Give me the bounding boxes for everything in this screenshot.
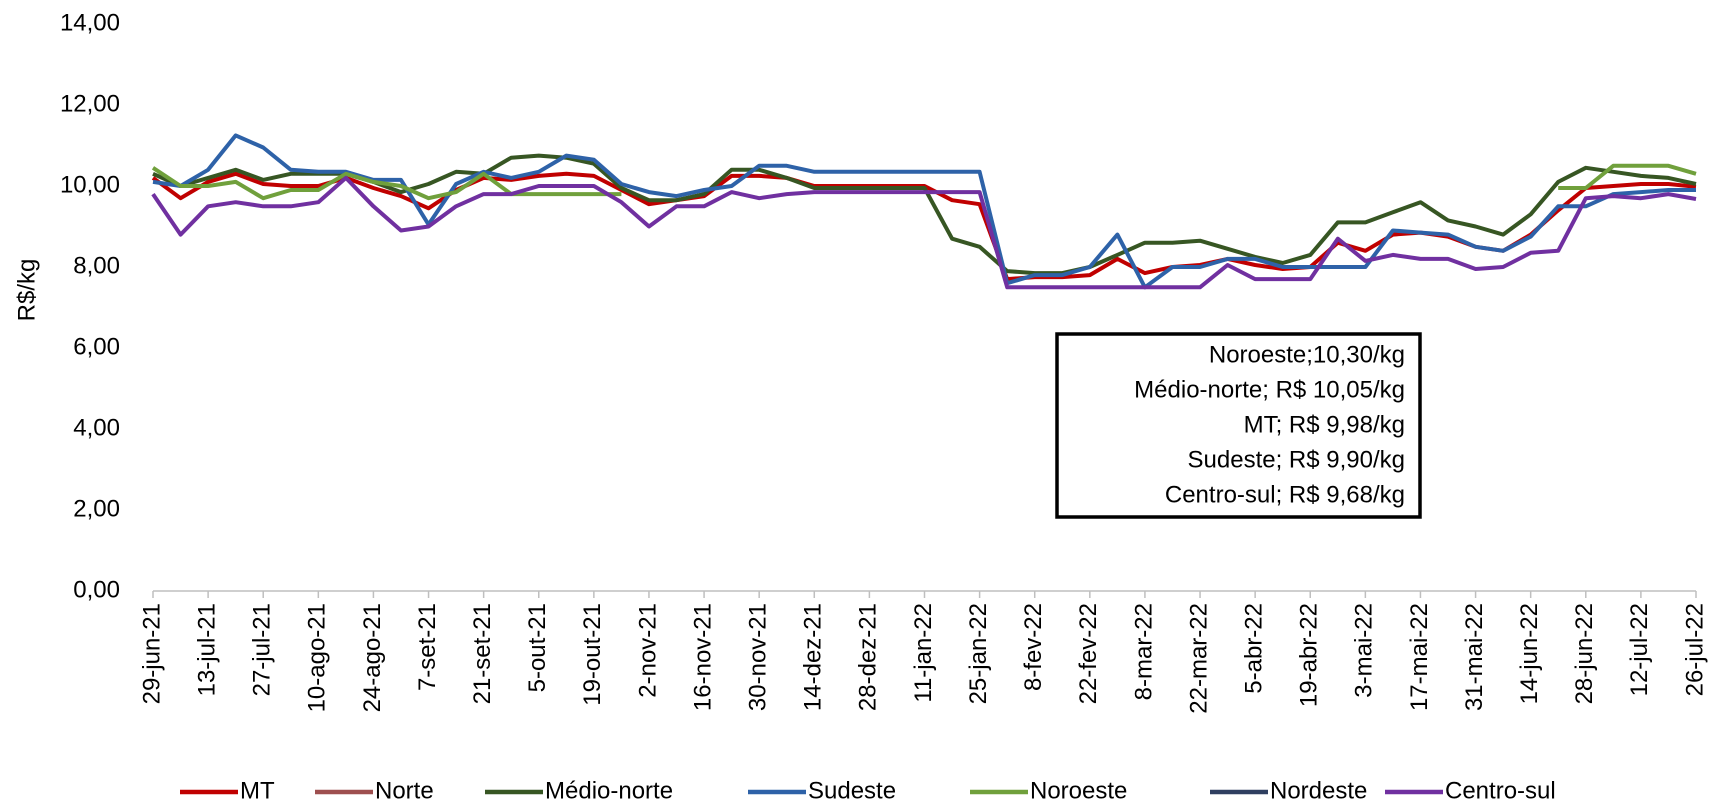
x-tick-label: 22-mar-22 — [1185, 603, 1212, 714]
x-tick-label: 12-jul-22 — [1626, 603, 1653, 696]
x-tick-label: 10-ago-21 — [304, 603, 331, 712]
x-tick-label: 5-out-21 — [524, 603, 551, 692]
y-tick-label: 8,00 — [73, 252, 120, 279]
x-tick-label: 16-nov-21 — [689, 603, 716, 711]
legend-label: Sudeste — [808, 777, 896, 804]
series-line — [151, 175, 1697, 290]
x-tick-label: 30-nov-21 — [745, 603, 772, 711]
x-tick-label: 28-jun-22 — [1571, 603, 1598, 704]
y-tick-label: 0,00 — [73, 576, 120, 603]
x-tick-label: 27-jul-21 — [249, 603, 276, 696]
series-line — [151, 163, 1697, 201]
x-tick-label: 29-jun-21 — [138, 603, 165, 704]
y-tick-label: 14,00 — [60, 9, 120, 36]
annotation-text: MT; R$ 9,98/kg — [1244, 411, 1405, 438]
x-tick-label: 22-fev-22 — [1075, 603, 1102, 704]
x-tick-label: 21-set-21 — [469, 603, 496, 704]
x-tick-label: 8-mar-22 — [1130, 603, 1157, 700]
annotation-frame — [1055, 332, 1422, 519]
y-axis-label: R$/kg — [13, 259, 40, 322]
x-tick-label: 14-jun-22 — [1516, 603, 1543, 704]
x-tick-label: 26-jul-22 — [1681, 603, 1708, 696]
annotation-box: Noroeste;10,30/kg Médio-norte; R$ 10,05/k… — [1055, 332, 1422, 519]
x-tick-label: 31-mai-22 — [1461, 603, 1488, 711]
y-tick-label: 6,00 — [73, 333, 120, 360]
legend-label: Médio-norte — [545, 777, 673, 804]
legend-label: Nordeste — [1270, 777, 1367, 804]
annotation-text: Centro-sul; R$ 9,68/kg — [1165, 481, 1405, 508]
x-tick-label: 7-set-21 — [414, 603, 441, 691]
legend-label: Norte — [375, 777, 434, 804]
x-tick-label: 2-nov-21 — [634, 603, 661, 698]
x-tick-label: 25-jan-22 — [965, 603, 992, 704]
x-tick-label: 5-abr-22 — [1240, 603, 1267, 694]
y-tick-label: 4,00 — [73, 414, 120, 441]
x-tick-label: 24-ago-21 — [359, 603, 386, 712]
x-tick-label: 28-dez-21 — [855, 603, 882, 711]
y-tick-label: 2,00 — [73, 495, 120, 522]
annotation-text: Noroeste;10,30/kg — [1209, 341, 1405, 368]
x-tick-label: 14-dez-21 — [800, 603, 827, 711]
legend-label: Noroeste — [1030, 777, 1127, 804]
annotation-text: Médio-norte; R$ 10,05/kg — [1134, 376, 1405, 403]
annotation-text: Sudeste; R$ 9,90/kg — [1188, 446, 1405, 473]
series-line — [152, 133, 1696, 290]
legend-label: MT — [240, 777, 275, 804]
x-tick-label: 19-out-21 — [579, 603, 606, 706]
y-tick-label: 10,00 — [60, 171, 120, 198]
x-tick-label: 17-mai-22 — [1406, 603, 1433, 711]
legend: MT Norte Médio-norte Sudeste Noroeste Nordest… — [180, 777, 1556, 804]
x-tick-label: 3-mai-22 — [1351, 603, 1378, 698]
x-tick-label: 8-fev-22 — [1020, 603, 1047, 691]
y-tick-label: 12,00 — [60, 90, 120, 117]
x-tick-label: 13-jul-21 — [193, 603, 220, 696]
x-tick-label: 19-abr-22 — [1296, 603, 1323, 707]
legend-label: Centro-sul — [1445, 777, 1556, 804]
x-tick-label: 11-jan-22 — [910, 603, 937, 703]
